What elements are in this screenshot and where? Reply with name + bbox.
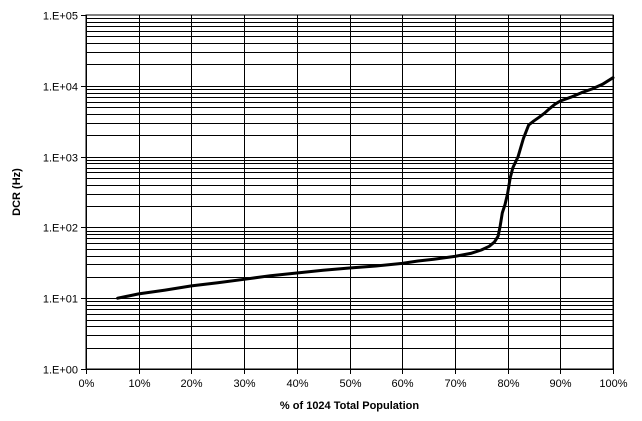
x-tick-label: 90% (549, 378, 571, 390)
x-tick-label: 80% (497, 378, 519, 390)
y-tick-label: 1.E+05 (43, 11, 78, 23)
dcr-series-line (116, 76, 615, 300)
x-tick-label: 100% (599, 378, 627, 390)
x-tick-label: 70% (444, 378, 466, 390)
series-layer (116, 76, 615, 300)
x-tick-label: 60% (391, 378, 413, 390)
x-tick-label: 40% (286, 378, 308, 390)
x-tick-label: 10% (128, 378, 150, 390)
y-tick-label: 1.E+03 (43, 153, 78, 165)
x-axis-title: % of 1024 Total Population (280, 400, 419, 412)
tick-labels: 0% 10% 20% 30% 40% 50% 60% 70% 80% 90% 100% 1.E+00 1… (43, 11, 628, 391)
x-tick-label: 0% (79, 378, 95, 390)
plot-area-frame (85, 14, 614, 370)
x-tick-label: 20% (180, 378, 202, 390)
y-tick-label: 1.E+01 (43, 294, 78, 306)
y-tick-label: 1.E+00 (43, 365, 78, 377)
x-tick-label: 50% (339, 378, 361, 390)
grid (86, 15, 614, 370)
y-tick-label: 1.E+02 (43, 223, 78, 235)
y-axis-title: DCR (Hz) (11, 168, 23, 216)
axis-ticks (81, 15, 614, 374)
y-tick-label: 1.E+04 (43, 82, 78, 94)
x-tick-label: 30% (233, 378, 255, 390)
